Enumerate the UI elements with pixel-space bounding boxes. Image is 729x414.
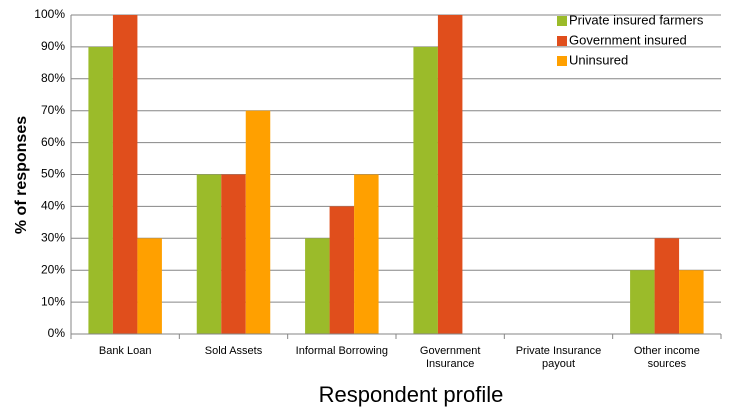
bar [630, 270, 655, 334]
x-tick-label: Private Insurance payout [516, 345, 602, 370]
y-tick-label: 20% [41, 262, 65, 276]
y-tick-label: 30% [41, 230, 65, 244]
x-tick-label: Government Insurance [420, 345, 481, 370]
bar [413, 46, 438, 335]
y-tick-labels: 0% 10% 20% 30% 40% 50% 60% 70% 80% 90% 100% [34, 7, 65, 340]
x-tick-label: Informal Borrowing [296, 345, 388, 357]
gridlines [71, 14, 721, 303]
bar [88, 46, 113, 335]
bar [137, 238, 162, 334]
y-tick-label: 10% [41, 294, 65, 308]
y-tick-label: 40% [41, 199, 65, 213]
x-axis-title: Respondent profile [319, 382, 504, 407]
y-tick-label: 60% [41, 135, 65, 149]
y-tick-label: 0% [48, 326, 66, 340]
x-tick-label: Bank Loan [99, 345, 152, 357]
y-tick-label: 100% [34, 7, 65, 21]
bar [437, 15, 463, 334]
legend: Private insured farmers Government insure… [557, 12, 704, 67]
legend-label: Uninsured [569, 52, 628, 67]
legend-swatch [557, 16, 567, 26]
bar [654, 238, 680, 334]
legend-swatch [557, 56, 567, 66]
legend-label: Private insured farmers [569, 12, 704, 27]
legend-swatch [557, 36, 567, 46]
y-axis-title: % of responses [13, 116, 30, 234]
y-tick-label: 90% [41, 39, 65, 53]
legend-label: Government insured [569, 32, 687, 47]
bar [221, 174, 246, 334]
bar [679, 270, 704, 334]
bar [245, 110, 271, 334]
bar [329, 206, 355, 334]
y-tick-label: 50% [41, 167, 65, 181]
bar [196, 174, 222, 334]
y-tick-label: 70% [41, 103, 65, 117]
bar [305, 238, 330, 334]
bars [88, 15, 704, 335]
bar [112, 15, 138, 334]
x-tick-label: Other income sources [634, 345, 700, 370]
y-tick-label: 80% [41, 71, 65, 85]
x-tick-label: Sold Assets [205, 345, 263, 357]
x-tick-labels: Bank Loan Sold Assets Informal Borrowing Go… [70, 334, 722, 370]
bar [354, 174, 379, 334]
